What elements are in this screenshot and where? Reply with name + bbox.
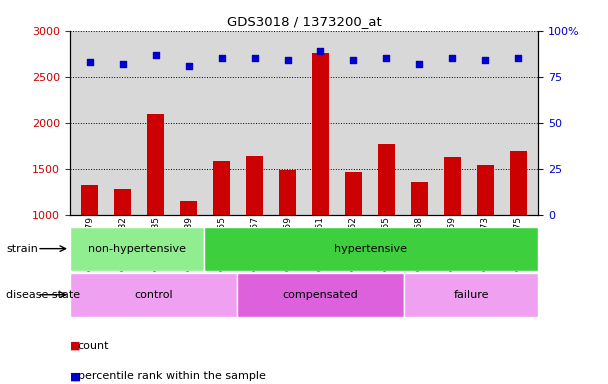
Bar — [70, 273, 237, 317]
Bar — [378, 144, 395, 215]
Bar — [114, 189, 131, 215]
Bar — [213, 161, 230, 215]
Text: compensated: compensated — [283, 290, 359, 300]
Text: disease state: disease state — [6, 290, 80, 300]
Bar — [313, 53, 329, 215]
Point — [151, 51, 161, 58]
Point — [118, 61, 128, 67]
Bar — [444, 157, 461, 215]
Point — [283, 57, 292, 63]
Text: count: count — [78, 341, 109, 351]
Bar — [510, 151, 527, 215]
Text: GDS3018 / 1373200_at: GDS3018 / 1373200_at — [227, 15, 381, 28]
Point — [184, 63, 193, 69]
Bar — [204, 227, 538, 271]
Bar — [477, 165, 494, 215]
Point — [348, 57, 358, 63]
Bar — [404, 273, 538, 317]
Point — [447, 55, 457, 61]
Text: percentile rank within the sample: percentile rank within the sample — [78, 371, 266, 381]
Text: ■: ■ — [70, 341, 80, 351]
Point — [316, 48, 325, 54]
Bar — [246, 156, 263, 215]
Bar — [81, 185, 98, 215]
Point — [415, 61, 424, 67]
Bar — [279, 170, 295, 215]
Bar — [181, 201, 197, 215]
Bar — [411, 182, 427, 215]
Point — [85, 59, 95, 65]
Text: ■: ■ — [70, 371, 80, 381]
Point — [480, 57, 490, 63]
Bar — [147, 114, 164, 215]
Text: non-hypertensive: non-hypertensive — [88, 243, 186, 254]
Point — [216, 55, 226, 61]
Bar — [237, 273, 404, 317]
Point — [513, 55, 523, 61]
Text: control: control — [134, 290, 173, 300]
Text: failure: failure — [454, 290, 489, 300]
Text: hypertensive: hypertensive — [334, 243, 407, 254]
Bar — [70, 227, 204, 271]
Bar — [345, 172, 362, 215]
Point — [250, 55, 260, 61]
Point — [382, 55, 392, 61]
Text: strain: strain — [6, 243, 38, 254]
